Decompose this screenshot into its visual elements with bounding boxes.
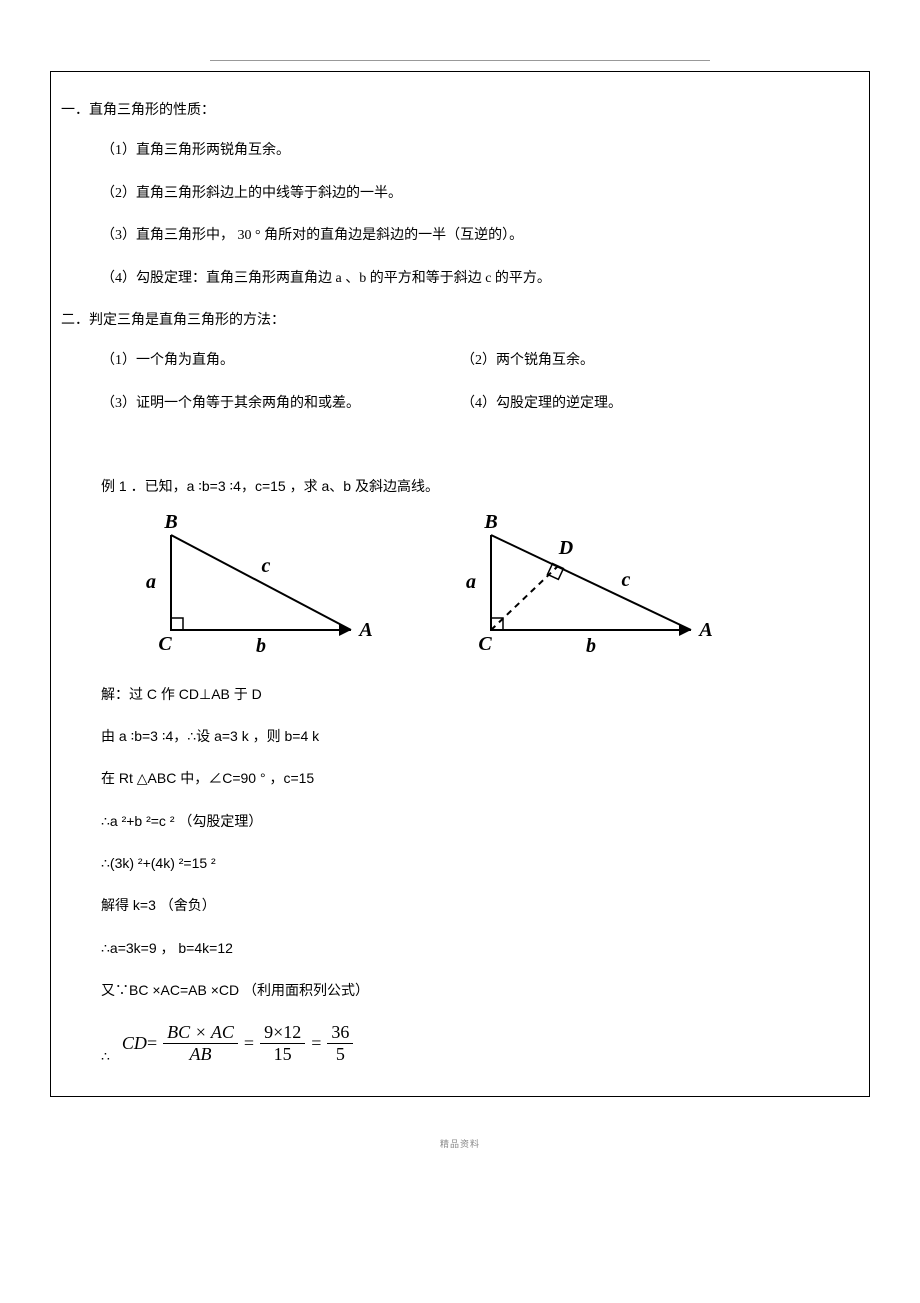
section1-item: （1）直角三角形两锐角互余。: [101, 140, 859, 162]
label-a: a: [466, 571, 476, 593]
spacer: [61, 435, 859, 475]
triangle-2: B D a C b A c: [441, 510, 721, 665]
solution-line: ∴a ²+b ²=c ² （勾股定理）: [101, 810, 859, 832]
label-A: A: [697, 619, 712, 641]
label-B: B: [483, 511, 497, 533]
therefore: ∴: [101, 1049, 110, 1066]
section2-right: （4）勾股定理的逆定理。: [461, 393, 622, 415]
fraction-1: BC × AC AB: [163, 1022, 238, 1066]
label-a: a: [146, 571, 156, 593]
label-b: b: [586, 635, 596, 657]
solution-line: 解：过 C 作 CD⊥AB 于 D: [101, 683, 859, 705]
content-box: 一．直角三角形的性质： （1）直角三角形两锐角互余。 （2）直角三角形斜边上的中…: [50, 71, 870, 1097]
section1-item: （4）勾股定理：直角三角形两直角边 a 、b 的平方和等于斜边 c 的平方。: [101, 268, 859, 290]
section1-item: （3）直角三角形中， 30 ° 角所对的直角边是斜边的一半（互逆的）。: [101, 225, 859, 247]
label-A: A: [357, 619, 372, 641]
solution-line: 解得 k=3 （舍负）: [101, 894, 859, 916]
eq: =: [244, 1033, 254, 1054]
eq: =: [311, 1033, 321, 1054]
label-B: B: [163, 511, 177, 533]
frac-num: 36: [327, 1022, 353, 1045]
label-C: C: [158, 633, 172, 655]
example-title: 例 1 ．已知，a ∶b=3 ∶4，c=15 ，求 a、b 及斜边高线。: [101, 475, 859, 497]
fraction-3: 36 5: [327, 1022, 353, 1066]
lhs: CD: [122, 1033, 147, 1054]
section1-title: 一．直角三角形的性质：: [61, 100, 859, 122]
solution-line: 由 a ∶b=3 ∶4，∴设 a=3 k ，则 b=4 k: [101, 725, 859, 747]
section2-left: （1）一个角为直角。: [101, 350, 461, 372]
solution-line: 又∵BC ×AC=AB ×CD （利用面积列公式）: [101, 979, 859, 1001]
label-c: c: [262, 555, 271, 577]
eq: =: [147, 1033, 157, 1054]
frac-den: 15: [270, 1044, 296, 1066]
section2-right: （2）两个锐角互余。: [461, 350, 594, 372]
frac-num: BC × AC: [163, 1022, 238, 1045]
section2-title: 二．判定三角是直角三角形的方法：: [61, 310, 859, 332]
figures-row: B a C b A c: [121, 510, 859, 665]
section2-row: （1）一个角为直角。 （2）两个锐角互余。: [101, 350, 859, 372]
section1-item: （2）直角三角形斜边上的中线等于斜边的一半。: [101, 183, 859, 205]
triangle-1: B a C b A c: [121, 510, 381, 665]
fraction-result: ∴ CD = BC × AC AB = 9×12 15 = 36 5: [101, 1022, 859, 1066]
frac-den: 5: [332, 1044, 349, 1066]
frac-num: 9×12: [260, 1022, 305, 1045]
solution-line: ∴(3k) ²+(4k) ²=15 ²: [101, 852, 859, 874]
section2-row: （3）证明一个角等于其余两角的和或差。 （4）勾股定理的逆定理。: [101, 393, 859, 415]
page: 一．直角三角形的性质： （1）直角三角形两锐角互余。 （2）直角三角形斜边上的中…: [0, 0, 920, 1180]
solution-line: ∴a=3k=9 ， b=4k=12: [101, 937, 859, 959]
label-b: b: [256, 635, 266, 657]
footer-text: 精品资料: [0, 1137, 920, 1150]
label-C: C: [478, 633, 492, 655]
section2-left: （3）证明一个角等于其余两角的和或差。: [101, 393, 461, 415]
fraction-2: 9×12 15: [260, 1022, 305, 1066]
solution-line: 在 Rt △ABC 中，∠C=90 ° ，c=15: [101, 767, 859, 789]
frac-den: AB: [186, 1044, 216, 1066]
label-c: c: [622, 569, 631, 591]
label-D: D: [558, 537, 573, 559]
header-rule: [210, 60, 710, 61]
